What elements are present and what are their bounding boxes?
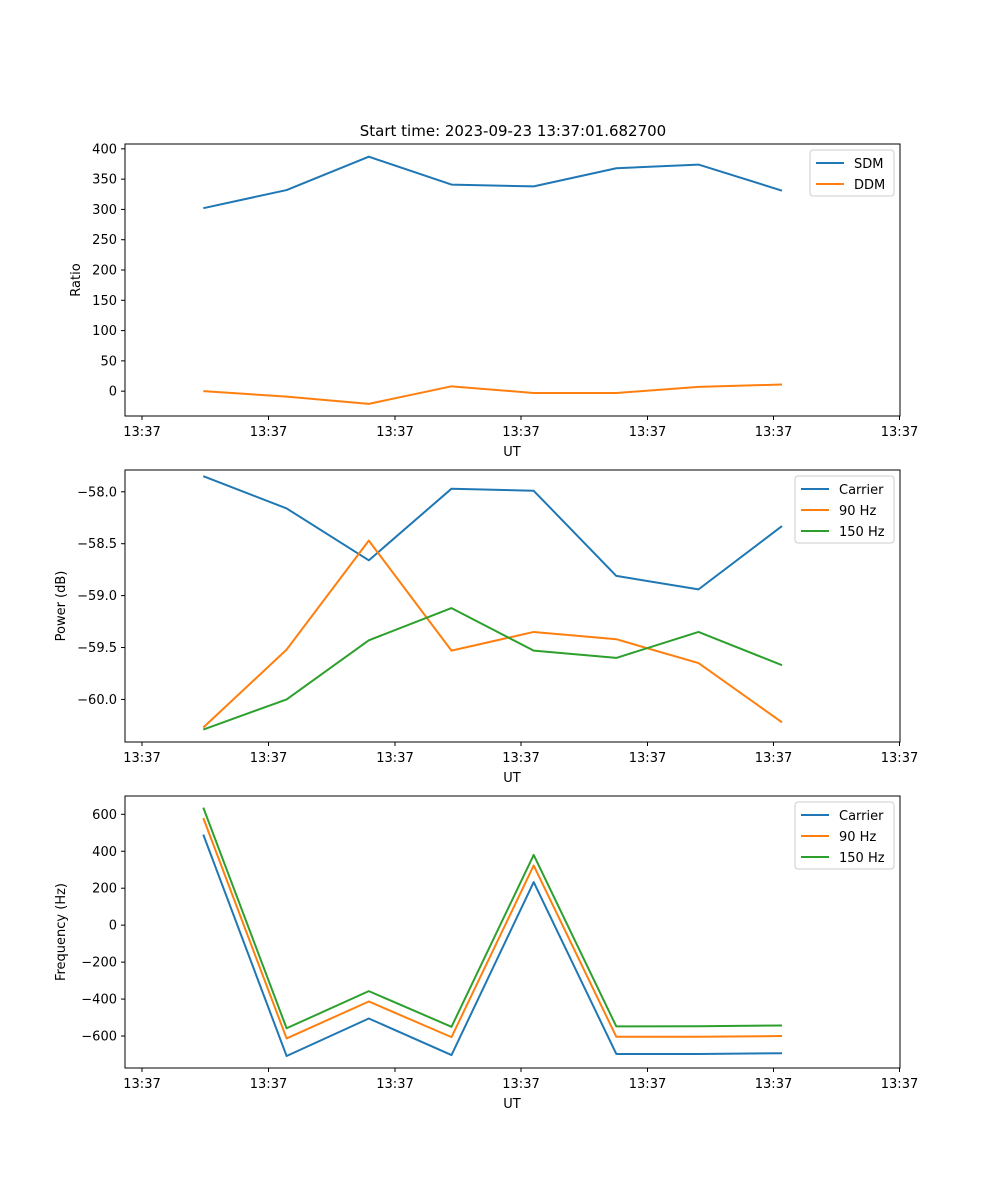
x-tick-label: 13:37 bbox=[502, 751, 539, 766]
x-tick-label: 13:37 bbox=[123, 751, 160, 766]
y-tick-label: 250 bbox=[92, 233, 117, 248]
y-tick-label: −600 bbox=[81, 1030, 117, 1045]
x-tick-label: 13:37 bbox=[250, 425, 287, 440]
x-tick-label: 13:37 bbox=[376, 1077, 413, 1092]
plot-frame-0 bbox=[124, 143, 901, 417]
y-tick-label: −58.5 bbox=[77, 537, 117, 552]
x-tick-label: 13:37 bbox=[123, 425, 160, 440]
y-tick-label: −59.5 bbox=[77, 641, 117, 656]
legend-label: 150 Hz bbox=[839, 851, 885, 866]
y-axis-label: Frequency (Hz) bbox=[54, 883, 69, 981]
series-line-2-0 bbox=[202, 834, 783, 1057]
series-line-0-1 bbox=[203, 383, 783, 405]
x-tick-label: 13:37 bbox=[629, 1077, 666, 1092]
chart-title: Start time: 2023-09-23 13:37:01.682700 bbox=[360, 122, 666, 140]
y-tick-label: −60.0 bbox=[77, 693, 117, 708]
y-tick-label: 200 bbox=[92, 264, 117, 279]
series-line-1-0 bbox=[202, 475, 783, 591]
x-tick-label: 13:37 bbox=[376, 751, 413, 766]
legend-label: SDM bbox=[854, 157, 883, 172]
plot-frame-2 bbox=[124, 795, 901, 1069]
y-tick-label: −59.0 bbox=[77, 589, 117, 604]
y-tick-label: 400 bbox=[92, 845, 117, 860]
y-tick-label: 100 bbox=[92, 324, 117, 339]
legend-label: 90 Hz bbox=[839, 504, 876, 519]
y-tick-label: 50 bbox=[100, 354, 117, 369]
y-tick-label: 0 bbox=[109, 919, 117, 934]
x-tick-label: 13:37 bbox=[755, 425, 792, 440]
x-tick-label: 13:37 bbox=[250, 1077, 287, 1092]
x-tick-label: 13:37 bbox=[881, 751, 918, 766]
legend-label: DDM bbox=[854, 178, 885, 193]
x-tick-label: 13:37 bbox=[755, 1077, 792, 1092]
y-tick-label: 400 bbox=[92, 142, 117, 157]
legend-label: Carrier bbox=[839, 809, 884, 824]
legend-box bbox=[794, 475, 895, 544]
x-tick-label: 13:37 bbox=[502, 1077, 539, 1092]
y-tick-label: −200 bbox=[81, 956, 117, 971]
series-line-2-2 bbox=[202, 807, 783, 1030]
y-tick-label: 150 bbox=[92, 294, 117, 309]
x-axis-label: UT bbox=[503, 445, 521, 460]
x-tick-label: 13:37 bbox=[250, 751, 287, 766]
y-tick-label: 600 bbox=[92, 808, 117, 823]
legend-label: 150 Hz bbox=[839, 525, 885, 540]
y-tick-label: 200 bbox=[92, 882, 117, 897]
x-axis-label: UT bbox=[503, 1097, 521, 1112]
y-tick-label: 0 bbox=[109, 385, 117, 400]
x-tick-label: 13:37 bbox=[376, 425, 413, 440]
legend-box bbox=[794, 801, 895, 870]
legend-label: Carrier bbox=[839, 483, 884, 498]
y-tick-label: 300 bbox=[92, 203, 117, 218]
legend-label: 90 Hz bbox=[839, 830, 876, 845]
x-tick-label: 13:37 bbox=[881, 1077, 918, 1092]
x-tick-label: 13:37 bbox=[629, 425, 666, 440]
series-line-1-1 bbox=[202, 539, 783, 729]
x-tick-label: 13:37 bbox=[755, 751, 792, 766]
y-tick-label: −400 bbox=[81, 993, 117, 1008]
y-tick-label: −58.0 bbox=[77, 485, 117, 500]
plot-frame-1 bbox=[124, 469, 901, 743]
x-tick-label: 13:37 bbox=[881, 425, 918, 440]
series-line-1-2 bbox=[202, 607, 783, 731]
x-tick-label: 13:37 bbox=[123, 1077, 160, 1092]
x-tick-label: 13:37 bbox=[502, 425, 539, 440]
x-tick-label: 13:37 bbox=[629, 751, 666, 766]
y-tick-label: 350 bbox=[92, 173, 117, 188]
y-axis-label: Ratio bbox=[69, 263, 84, 296]
x-axis-label: UT bbox=[503, 771, 521, 786]
series-line-2-1 bbox=[202, 817, 783, 1040]
y-axis-label: Power (dB) bbox=[54, 571, 69, 642]
series-line-0-0 bbox=[203, 155, 783, 210]
